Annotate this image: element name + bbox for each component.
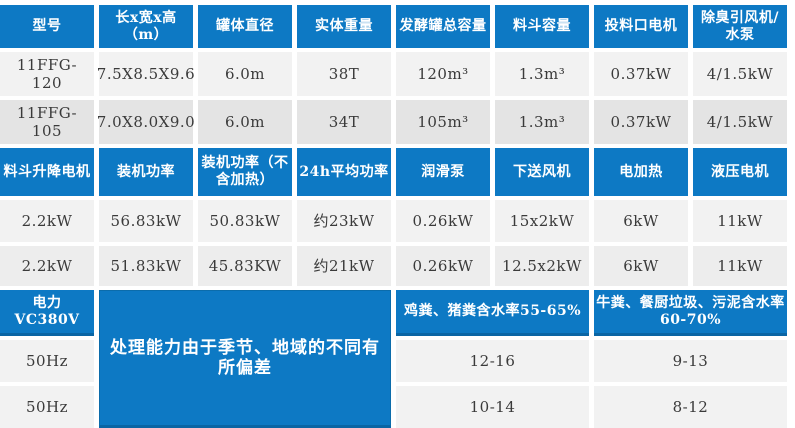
header-lubrication-pump: 润滑泵 <box>396 148 490 196</box>
header-24h-average-power: 24h平均功率 <box>297 148 391 196</box>
data-cell: 2.2kW <box>0 246 94 286</box>
header-cow-kitchen-sludge: 牛粪、餐厨垃圾、污泥含水率60-70% <box>594 290 787 336</box>
data-cell: 34T <box>297 100 391 144</box>
data-cell: 12-16 <box>396 340 589 382</box>
capacity-note: 处理能力由于季节、地域的不同有所偏差 <box>99 290 391 428</box>
data-cell: 11kW <box>693 246 787 286</box>
header-deodorizing-fan-pump: 除臭引风机/水泵 <box>693 5 787 48</box>
data-cell: 105m³ <box>396 100 490 144</box>
data-cell: 51.83kW <box>99 246 193 286</box>
data-cell: 9-13 <box>594 340 787 382</box>
data-cell: 50.83kW <box>198 200 292 242</box>
data-cell: 0.37kW <box>594 52 688 96</box>
data-cell: 7.0X8.0X9.0 <box>97 100 195 144</box>
data-cell: 1.3m³ <box>495 100 589 144</box>
header-bottom-air-fan: 下送风机 <box>495 148 589 196</box>
header-dimensions: 长x宽x高（m） <box>99 5 193 48</box>
header-installed-power: 装机功率 <box>99 148 193 196</box>
data-cell: 56.83kW <box>99 200 193 242</box>
data-cell: 约23kW <box>297 200 391 242</box>
data-cell: 11kW <box>693 200 787 242</box>
data-cell: 4/1.5kW <box>693 100 787 144</box>
header-hopper-capacity: 料斗容量 <box>495 5 589 48</box>
header-weight: 实体重量 <box>297 5 391 48</box>
header-tank-diameter: 罐体直径 <box>198 5 292 48</box>
frequency-cell: 50Hz <box>0 340 94 382</box>
data-cell: 15x2kW <box>495 200 589 242</box>
header-installed-power-no-heating: 装机功率（不含加热） <box>198 148 292 196</box>
header-electric-heating: 电加热 <box>594 148 688 196</box>
header-model: 型号 <box>0 5 94 48</box>
header-power-supply: 电力VC380V <box>0 290 94 336</box>
data-cell: 11FFG-120 <box>0 52 94 96</box>
header-feed-inlet-motor: 投料口电机 <box>594 5 688 48</box>
data-cell: 120m³ <box>396 52 490 96</box>
data-cell: 11FFG-105 <box>0 100 94 144</box>
header-hopper-lift-motor: 料斗升降电机 <box>0 148 94 196</box>
data-cell: 12.5x2kW <box>495 246 589 286</box>
header-chicken-pig-manure: 鸡粪、猪粪含水率55-65% <box>396 290 589 336</box>
data-cell: 2.2kW <box>0 200 94 242</box>
frequency-cell: 50Hz <box>0 386 94 428</box>
data-cell: 0.26kW <box>396 246 490 286</box>
data-cell: 约21kW <box>297 246 391 286</box>
data-cell: 7.5X8.5X9.6 <box>97 52 195 96</box>
data-cell: 8-12 <box>594 386 787 428</box>
data-cell: 38T <box>297 52 391 96</box>
header-tank-capacity: 发酵罐总容量 <box>396 5 490 48</box>
header-hydraulic-motor: 液压电机 <box>693 148 787 196</box>
data-cell: 4/1.5kW <box>693 52 787 96</box>
data-cell: 6.0m <box>198 52 292 96</box>
data-cell: 0.26kW <box>396 200 490 242</box>
data-cell: 10-14 <box>396 386 589 428</box>
data-cell: 6.0m <box>198 100 292 144</box>
data-cell: 0.37kW <box>594 100 688 144</box>
data-cell: 6kW <box>594 246 688 286</box>
data-cell: 45.83KW <box>198 246 292 286</box>
data-cell: 6kW <box>594 200 688 242</box>
data-cell: 1.3m³ <box>495 52 589 96</box>
